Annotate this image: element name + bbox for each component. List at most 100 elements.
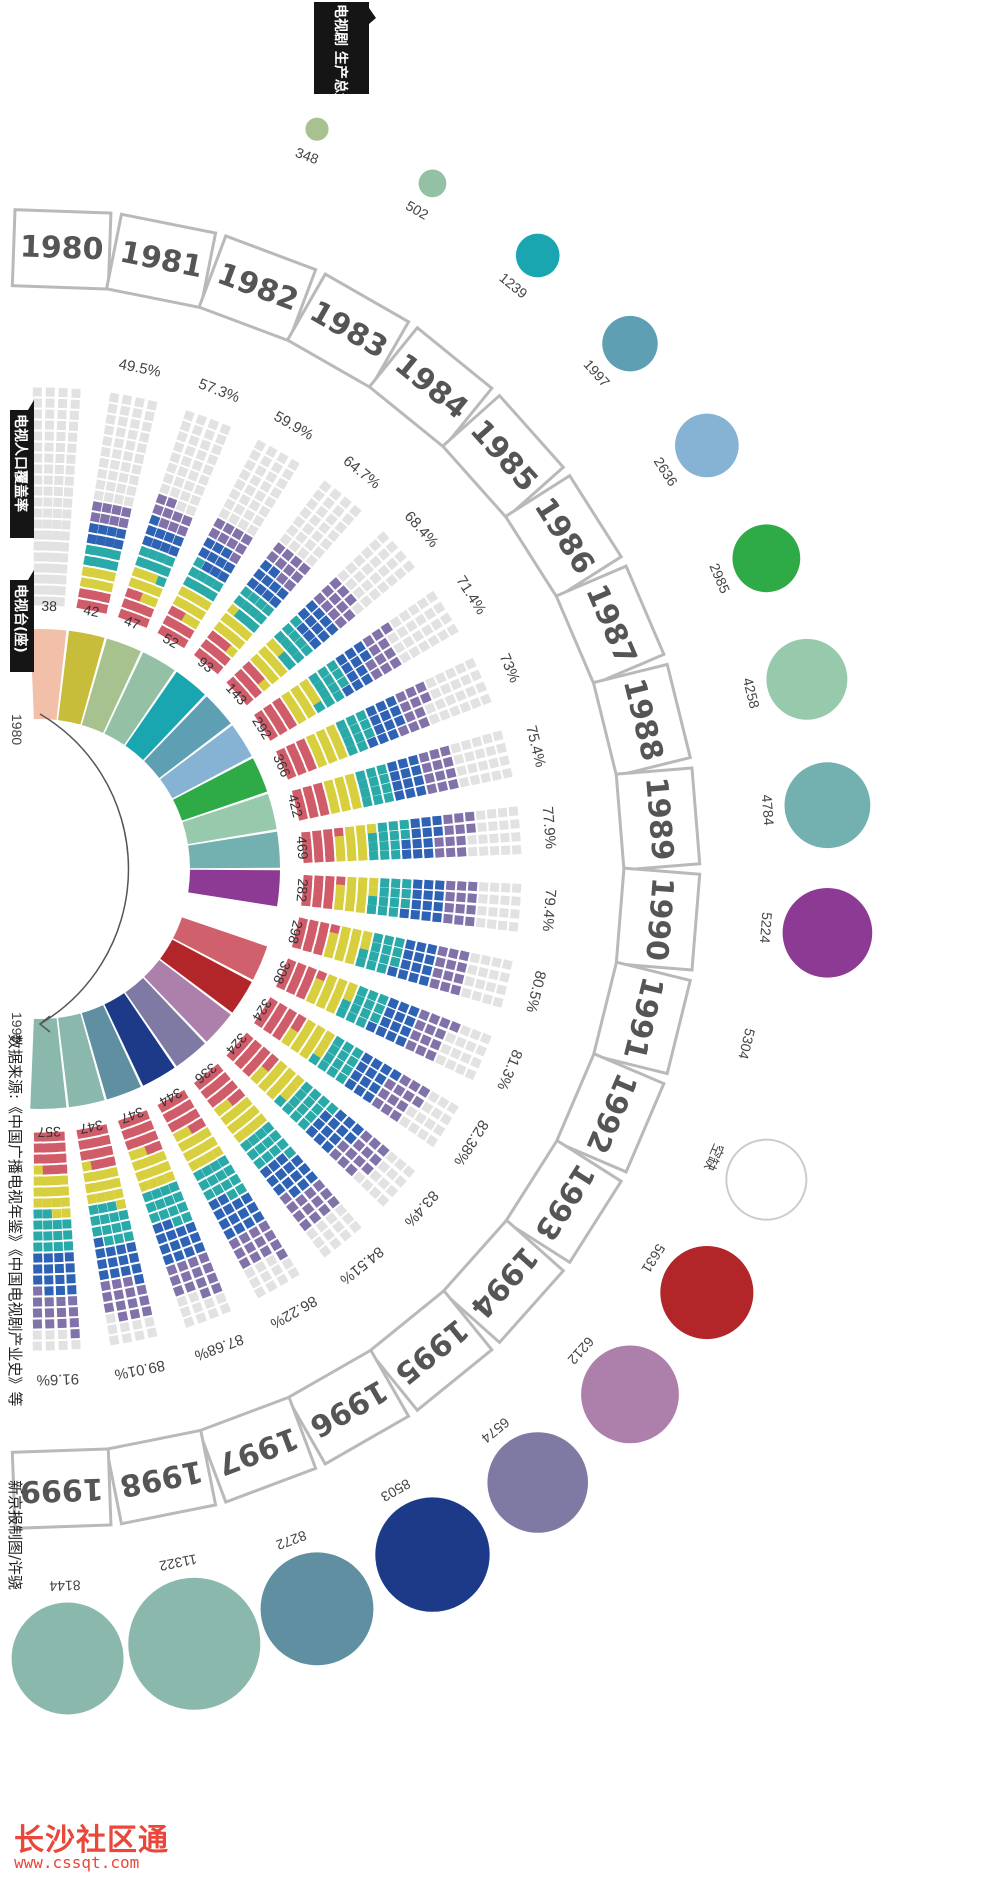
waffle-cell bbox=[238, 1231, 251, 1245]
waffle-cell bbox=[125, 440, 136, 451]
waffle-cell bbox=[450, 742, 462, 754]
waffle-cell bbox=[302, 629, 316, 643]
waffle-cell bbox=[100, 592, 111, 604]
waffle-cell bbox=[313, 679, 326, 693]
waffle-cell bbox=[334, 950, 346, 962]
waffle-cell bbox=[322, 1051, 335, 1065]
coverage-pct-label: 91.6% bbox=[36, 1370, 79, 1388]
waffle-cell bbox=[206, 551, 219, 564]
waffle-cell bbox=[163, 555, 176, 568]
waffle-cell bbox=[499, 755, 510, 767]
waffle-cell bbox=[66, 454, 76, 464]
waffle-cell bbox=[378, 953, 390, 965]
waffle-cell bbox=[32, 1297, 43, 1307]
year-axis-arrow bbox=[38, 1015, 51, 1033]
waffle-cell bbox=[199, 439, 212, 451]
waffle-cell bbox=[310, 530, 324, 543]
waffle-cell bbox=[449, 1047, 462, 1060]
waffle-cell bbox=[58, 1340, 68, 1351]
waffle-cell bbox=[179, 1235, 192, 1248]
waffle-cell bbox=[187, 1256, 200, 1268]
waffle-cell bbox=[336, 942, 348, 954]
waffle-cell bbox=[318, 1244, 332, 1258]
waffle-cell bbox=[374, 1072, 387, 1086]
waffle-cell bbox=[126, 485, 137, 497]
waffle-cell bbox=[106, 526, 118, 537]
waffle-cell bbox=[274, 664, 288, 678]
waffle-cell bbox=[329, 1148, 342, 1161]
waffle-cell bbox=[334, 1204, 348, 1217]
waffle-cell bbox=[376, 764, 388, 776]
waffle-cell bbox=[187, 1291, 200, 1304]
waffle-cell bbox=[287, 458, 300, 472]
waffle-cell bbox=[105, 481, 117, 492]
waffle-cell bbox=[171, 511, 184, 523]
waffle-cell bbox=[353, 731, 365, 744]
waffle-cell bbox=[227, 1212, 241, 1225]
waffle-cell bbox=[402, 777, 414, 789]
waffle-cell bbox=[193, 607, 207, 621]
station-ring-segment bbox=[30, 1018, 67, 1110]
waffle-cell bbox=[254, 464, 267, 478]
waffle-cell bbox=[444, 667, 457, 680]
waffle-cell bbox=[53, 1241, 63, 1252]
waffle-cell bbox=[352, 586, 366, 600]
waffle-cell bbox=[146, 400, 158, 411]
waffle-cell bbox=[359, 649, 372, 663]
waffle-cell bbox=[499, 908, 509, 918]
waffle-cell bbox=[399, 819, 410, 830]
waffle-cell bbox=[207, 418, 220, 431]
waffle-cell bbox=[456, 881, 467, 891]
waffle-cell bbox=[131, 464, 142, 475]
waffle-cell bbox=[352, 1171, 366, 1184]
axis-end-label: 1999 bbox=[9, 1012, 25, 1043]
waffle-cell bbox=[339, 1228, 352, 1242]
waffle-cell bbox=[147, 1153, 160, 1166]
waffle-cell bbox=[123, 1231, 135, 1242]
waffle-cell bbox=[191, 1266, 204, 1279]
waffle-cell bbox=[356, 740, 369, 753]
waffle-cell bbox=[282, 1161, 296, 1175]
waffle-cell bbox=[143, 1167, 155, 1179]
waffle-cell bbox=[133, 453, 145, 465]
waffle-cell bbox=[377, 905, 388, 916]
waffle-cell bbox=[68, 421, 79, 431]
waffle-cell bbox=[377, 1160, 391, 1174]
waffle-cell bbox=[283, 1146, 297, 1159]
waffle-cell bbox=[403, 710, 416, 723]
production-value-label: 4258 bbox=[740, 676, 763, 710]
waffle-cell bbox=[183, 480, 196, 492]
waffle-cell bbox=[272, 1183, 286, 1196]
waffle-cell bbox=[337, 1155, 350, 1169]
waffle-cell bbox=[383, 719, 396, 731]
waffle-cell bbox=[359, 1130, 373, 1143]
year-label: 1999 bbox=[19, 1471, 104, 1509]
waffle-cell bbox=[360, 546, 374, 560]
waffle-cell bbox=[226, 1188, 239, 1201]
waffle-cell bbox=[429, 748, 441, 760]
waffle-cell bbox=[65, 465, 75, 475]
waffle-cell bbox=[233, 1130, 247, 1144]
waffle-cell bbox=[469, 952, 481, 964]
waffle-cell bbox=[162, 1110, 175, 1123]
waffle-cell bbox=[423, 879, 434, 890]
waffle-cell bbox=[91, 1170, 103, 1182]
waffle-cell bbox=[379, 850, 390, 860]
waffle-cell bbox=[327, 607, 341, 621]
waffle-cell bbox=[458, 950, 470, 962]
waffle-cell bbox=[326, 1065, 339, 1079]
waffle-cell bbox=[424, 1049, 437, 1062]
waffle-cell bbox=[336, 784, 348, 796]
waffle-cell bbox=[393, 567, 407, 580]
waffle-cell bbox=[436, 629, 450, 642]
waffle-cell bbox=[313, 875, 324, 886]
waffle-cell bbox=[168, 1181, 180, 1193]
waffle-cell bbox=[380, 622, 393, 635]
waffle-cell bbox=[511, 896, 521, 906]
waffle-cell bbox=[228, 488, 241, 501]
waffle-cell bbox=[265, 1279, 278, 1293]
waffle-cell bbox=[326, 659, 339, 673]
waffle-cell bbox=[89, 567, 101, 579]
waffle-cell bbox=[141, 535, 154, 548]
waffle-cell bbox=[378, 896, 389, 907]
